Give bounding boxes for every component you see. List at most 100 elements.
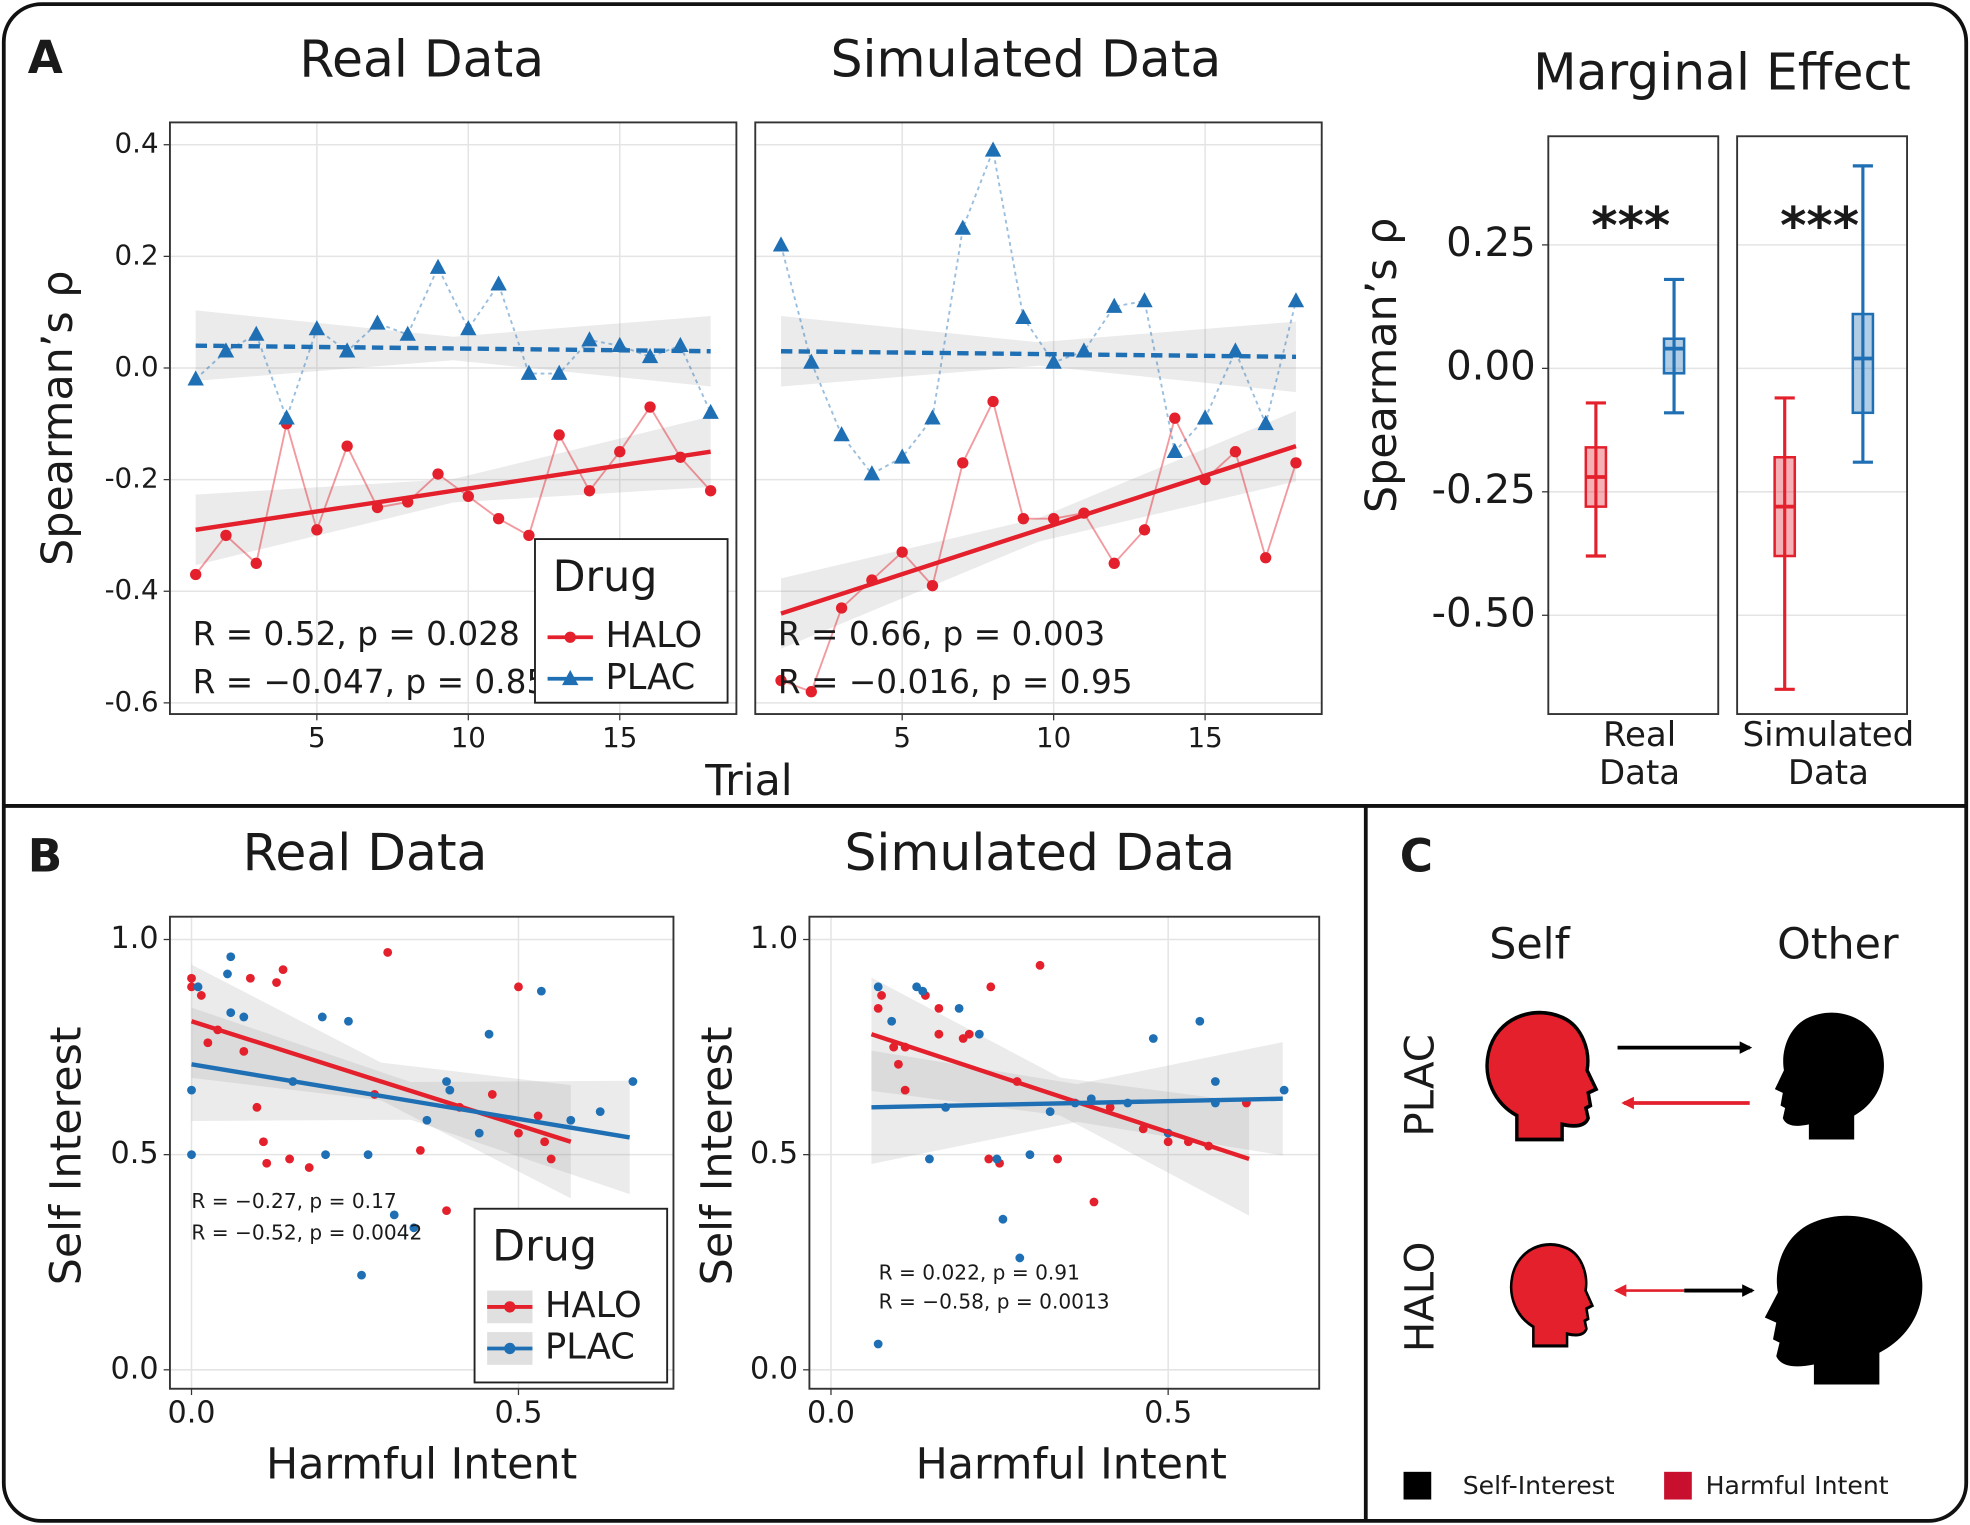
fit-line xyxy=(190,1019,572,1144)
point xyxy=(357,1270,366,1280)
point xyxy=(223,969,232,979)
x-tick-label: 5 xyxy=(308,721,326,754)
plot-frame xyxy=(1736,135,1909,715)
point xyxy=(877,991,886,1000)
point xyxy=(1227,342,1244,358)
point xyxy=(1257,414,1274,431)
point xyxy=(1290,457,1302,469)
y-tick-label: 1.0 xyxy=(750,921,798,956)
x-tick-label: 10 xyxy=(1036,721,1071,754)
point xyxy=(805,686,817,698)
y-tick-label: -0.2 xyxy=(105,462,159,495)
point xyxy=(984,141,1002,157)
point xyxy=(641,348,659,364)
facet-label: Data xyxy=(1599,753,1680,793)
point xyxy=(1015,308,1032,325)
x-tick-label: 15 xyxy=(1187,721,1222,754)
point xyxy=(492,513,505,525)
point xyxy=(833,426,850,442)
point xyxy=(432,468,444,480)
point xyxy=(964,1029,974,1039)
point xyxy=(1279,1085,1289,1095)
point xyxy=(894,448,911,464)
annotation: R = 0.66, p = 0.003 xyxy=(778,615,1105,653)
point xyxy=(239,1046,249,1056)
x-tick-label: 0.5 xyxy=(1144,1395,1192,1430)
point xyxy=(583,485,596,497)
point xyxy=(523,529,535,542)
y-tick-label: 0.2 xyxy=(115,238,159,271)
fit-line xyxy=(870,1032,1250,1162)
point xyxy=(1195,1016,1205,1026)
point xyxy=(514,1128,523,1138)
y-tick-label: 0.25 xyxy=(1446,220,1536,266)
point xyxy=(775,674,787,687)
diagram-label: Other xyxy=(1777,919,1899,969)
point xyxy=(220,529,232,542)
point xyxy=(187,1085,196,1095)
point xyxy=(262,1158,272,1168)
y-tick-label: 0.0 xyxy=(115,350,159,383)
fit-line xyxy=(780,444,1297,616)
point xyxy=(338,342,356,358)
legend-swatch xyxy=(1403,1471,1432,1500)
point xyxy=(1105,1102,1115,1112)
point xyxy=(445,1085,455,1095)
point xyxy=(644,401,656,413)
point xyxy=(272,978,281,987)
point xyxy=(984,1154,994,1164)
plot-frame xyxy=(808,915,1321,1390)
point xyxy=(957,457,969,469)
point xyxy=(226,1008,236,1018)
point xyxy=(628,1077,638,1086)
plot-frame xyxy=(168,121,738,715)
point xyxy=(702,403,719,419)
point xyxy=(934,1003,944,1013)
point xyxy=(595,1107,605,1117)
plot-background xyxy=(1737,136,1908,715)
legend-title: Drug xyxy=(492,1222,597,1272)
fit-line xyxy=(871,1096,1283,1110)
point xyxy=(422,1115,432,1125)
x-tick-label: 15 xyxy=(602,721,637,754)
point xyxy=(196,991,206,1000)
point xyxy=(1108,557,1120,570)
point xyxy=(1148,1034,1158,1043)
point xyxy=(344,1016,353,1026)
point xyxy=(259,1137,268,1147)
point xyxy=(873,1339,883,1349)
legend-box xyxy=(534,538,729,704)
point xyxy=(1106,297,1123,313)
point xyxy=(190,568,202,581)
point xyxy=(399,325,416,341)
fit-line xyxy=(191,1062,631,1140)
x-axis-title: Trial xyxy=(704,756,792,806)
legend-title: Drug xyxy=(553,552,658,602)
plot-background xyxy=(1548,136,1719,715)
chart-title: Real Data xyxy=(299,30,544,89)
point xyxy=(383,948,393,957)
legend-key xyxy=(504,1342,516,1355)
point xyxy=(1035,960,1045,970)
point xyxy=(772,236,790,252)
y-tick-label: 0.00 xyxy=(1446,343,1536,389)
point xyxy=(704,485,717,497)
annotation: R = −0.52, p = 0.0042 xyxy=(191,1220,422,1244)
fit-line xyxy=(195,343,711,354)
x-tick-label: 0.5 xyxy=(494,1395,542,1430)
point xyxy=(926,579,939,592)
annotation: R = −0.58, p = 0.0013 xyxy=(879,1290,1110,1314)
point xyxy=(1163,1137,1173,1147)
point xyxy=(187,982,196,992)
point xyxy=(1138,524,1151,536)
point xyxy=(442,1077,451,1086)
point xyxy=(924,409,941,425)
legend-key xyxy=(504,1301,516,1313)
point xyxy=(474,1128,484,1138)
point xyxy=(321,1150,330,1160)
point xyxy=(245,973,255,983)
point xyxy=(363,1150,373,1160)
y-tick-label: 0.5 xyxy=(111,1136,159,1171)
point xyxy=(992,1154,1002,1164)
